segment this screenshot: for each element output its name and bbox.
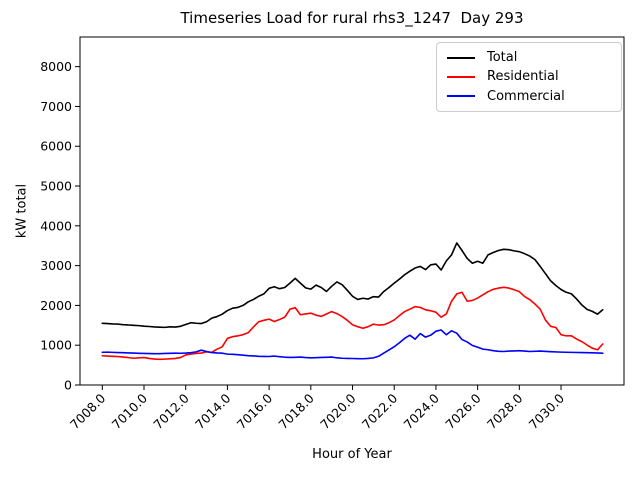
legend-row-residential: Residential xyxy=(447,69,611,84)
x-tick-label: 7020.0 xyxy=(317,390,359,432)
x-tick-label: 7016.0 xyxy=(234,390,276,432)
y-tick-label: 2000 xyxy=(40,298,72,313)
y-tick-label: 6000 xyxy=(40,139,72,154)
x-tick-label: 7026.0 xyxy=(442,390,484,432)
y-tick-label: 1000 xyxy=(40,338,72,353)
x-tick-label: 7014.0 xyxy=(192,390,234,432)
series-line-residential xyxy=(101,286,604,361)
legend: Total Residential Commercial xyxy=(436,42,622,112)
legend-label-commercial: Commercial xyxy=(487,88,565,104)
x-tick-label: 7010.0 xyxy=(109,390,151,432)
legend-label-total: Total xyxy=(487,50,518,66)
y-tick-label: 4000 xyxy=(40,218,72,233)
legend-row-total: Total xyxy=(447,50,611,65)
legend-label-residential: Residential xyxy=(487,69,559,85)
y-tick-label: 7000 xyxy=(40,99,72,114)
series-line-commercial xyxy=(101,329,604,360)
x-axis-label: Hour of Year xyxy=(312,447,392,462)
x-tick-label: 7024.0 xyxy=(401,390,443,432)
legend-line-sample-residential xyxy=(447,75,475,78)
x-tick-label: 7028.0 xyxy=(484,390,526,432)
y-axis-label: kW total xyxy=(14,183,30,239)
legend-line-sample-commercial xyxy=(447,95,475,98)
x-tick-label: 7008.0 xyxy=(67,390,109,432)
axes-spines xyxy=(79,36,625,386)
x-tick-label: 7018.0 xyxy=(275,390,317,432)
y-tick-label: 0 xyxy=(64,378,72,393)
series-line-total xyxy=(101,242,604,329)
chart-title: Timeseries Load for rural rhs3_1247 Day … xyxy=(180,9,524,27)
x-tick-label: 7030.0 xyxy=(526,390,568,432)
legend-line-sample-total xyxy=(447,56,475,59)
y-tick-label: 3000 xyxy=(40,258,72,273)
legend-row-commercial: Commercial xyxy=(447,89,611,104)
y-tick-label: 5000 xyxy=(40,179,72,194)
x-tick-label: 7022.0 xyxy=(359,390,401,432)
y-tick-label: 8000 xyxy=(40,59,72,74)
x-tick-label: 7012.0 xyxy=(150,390,192,432)
